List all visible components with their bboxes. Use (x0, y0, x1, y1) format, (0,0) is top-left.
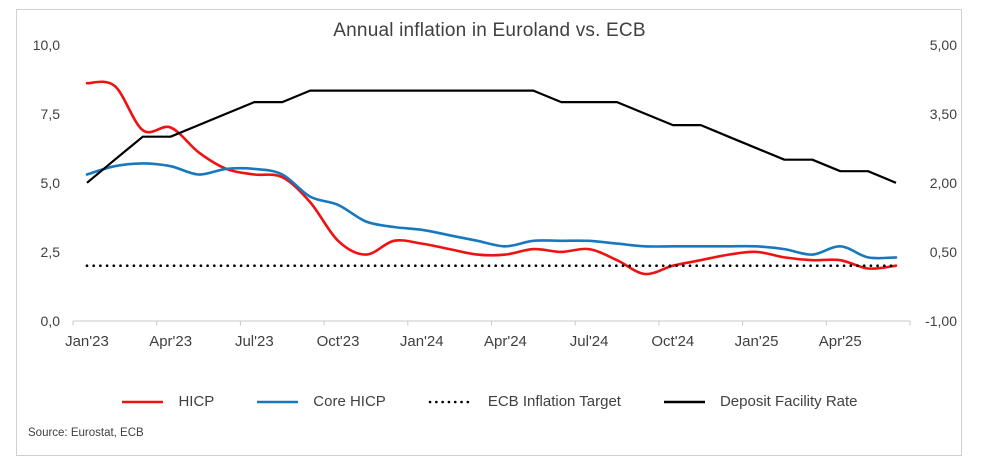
hicp-line-sample-icon (122, 400, 164, 403)
legend: HICP Core HICP ECB Inflation Target Depo… (16, 393, 963, 410)
x-axis-tick-label: Apr'25 (818, 333, 862, 350)
legend-item-deposit-rate: Deposit Facility Rate (663, 393, 858, 410)
core-hicp-line-sample-icon (257, 400, 299, 403)
x-axis-tick-label: Oct'23 (316, 333, 360, 350)
right-axis-tick-label: 5,00 (929, 36, 957, 53)
right-axis-tick-label: 3,50 (929, 105, 957, 122)
series-line-core-hicp (85, 162, 898, 260)
legend-label: Deposit Facility Rate (719, 393, 858, 410)
right-axis-tick-label: 0,50 (929, 243, 957, 260)
series-line-hicp (85, 80, 898, 276)
legend-label: HICP (178, 393, 215, 410)
legend-item-hicp: HICP (121, 393, 214, 410)
deposit-rate-line-sample-icon (663, 400, 705, 403)
ecb-target-dotted-sample-icon (428, 400, 474, 403)
right-axis-tick-label: 2,00 (929, 174, 957, 191)
legend-item-core-hicp: Core HICP (256, 393, 386, 410)
x-axis-tick-label: Apr'24 (483, 333, 527, 350)
legend-label: ECB Inflation Target (487, 393, 621, 410)
legend-item-ecb-target: ECB Inflation Target (428, 393, 621, 410)
left-axis-tick-label: 2,5 (40, 243, 60, 260)
x-axis-tick-label: Oct'24 (651, 333, 695, 350)
source-note: Source: Eurostat, ECB (28, 427, 144, 439)
x-axis-tick-label: Jan'23 (65, 333, 109, 350)
chart-frame (16, 9, 962, 456)
right-axis-tick-label: -1,00 (925, 313, 957, 329)
x-axis-tick-label: Jul'23 (234, 333, 274, 350)
x-axis-tick-label: Apr'23 (149, 333, 193, 350)
x-axis-tick-label: Jul'24 (569, 333, 609, 350)
x-axis-tick-label: Jan'24 (399, 333, 444, 350)
chart-title: Annual inflation in Euroland vs. ECB (333, 20, 646, 41)
left-axis-tick-label: 0,0 (40, 313, 60, 329)
left-axis-tick-label: 7,5 (40, 105, 60, 122)
legend-label: Core HICP (313, 393, 386, 410)
left-axis-tick-label: 10,0 (32, 36, 60, 53)
left-axis-tick-label: 5,0 (40, 174, 60, 191)
x-axis-tick-label: Jan'25 (734, 333, 779, 350)
series-line-deposit-facility-rate (86, 89, 897, 184)
